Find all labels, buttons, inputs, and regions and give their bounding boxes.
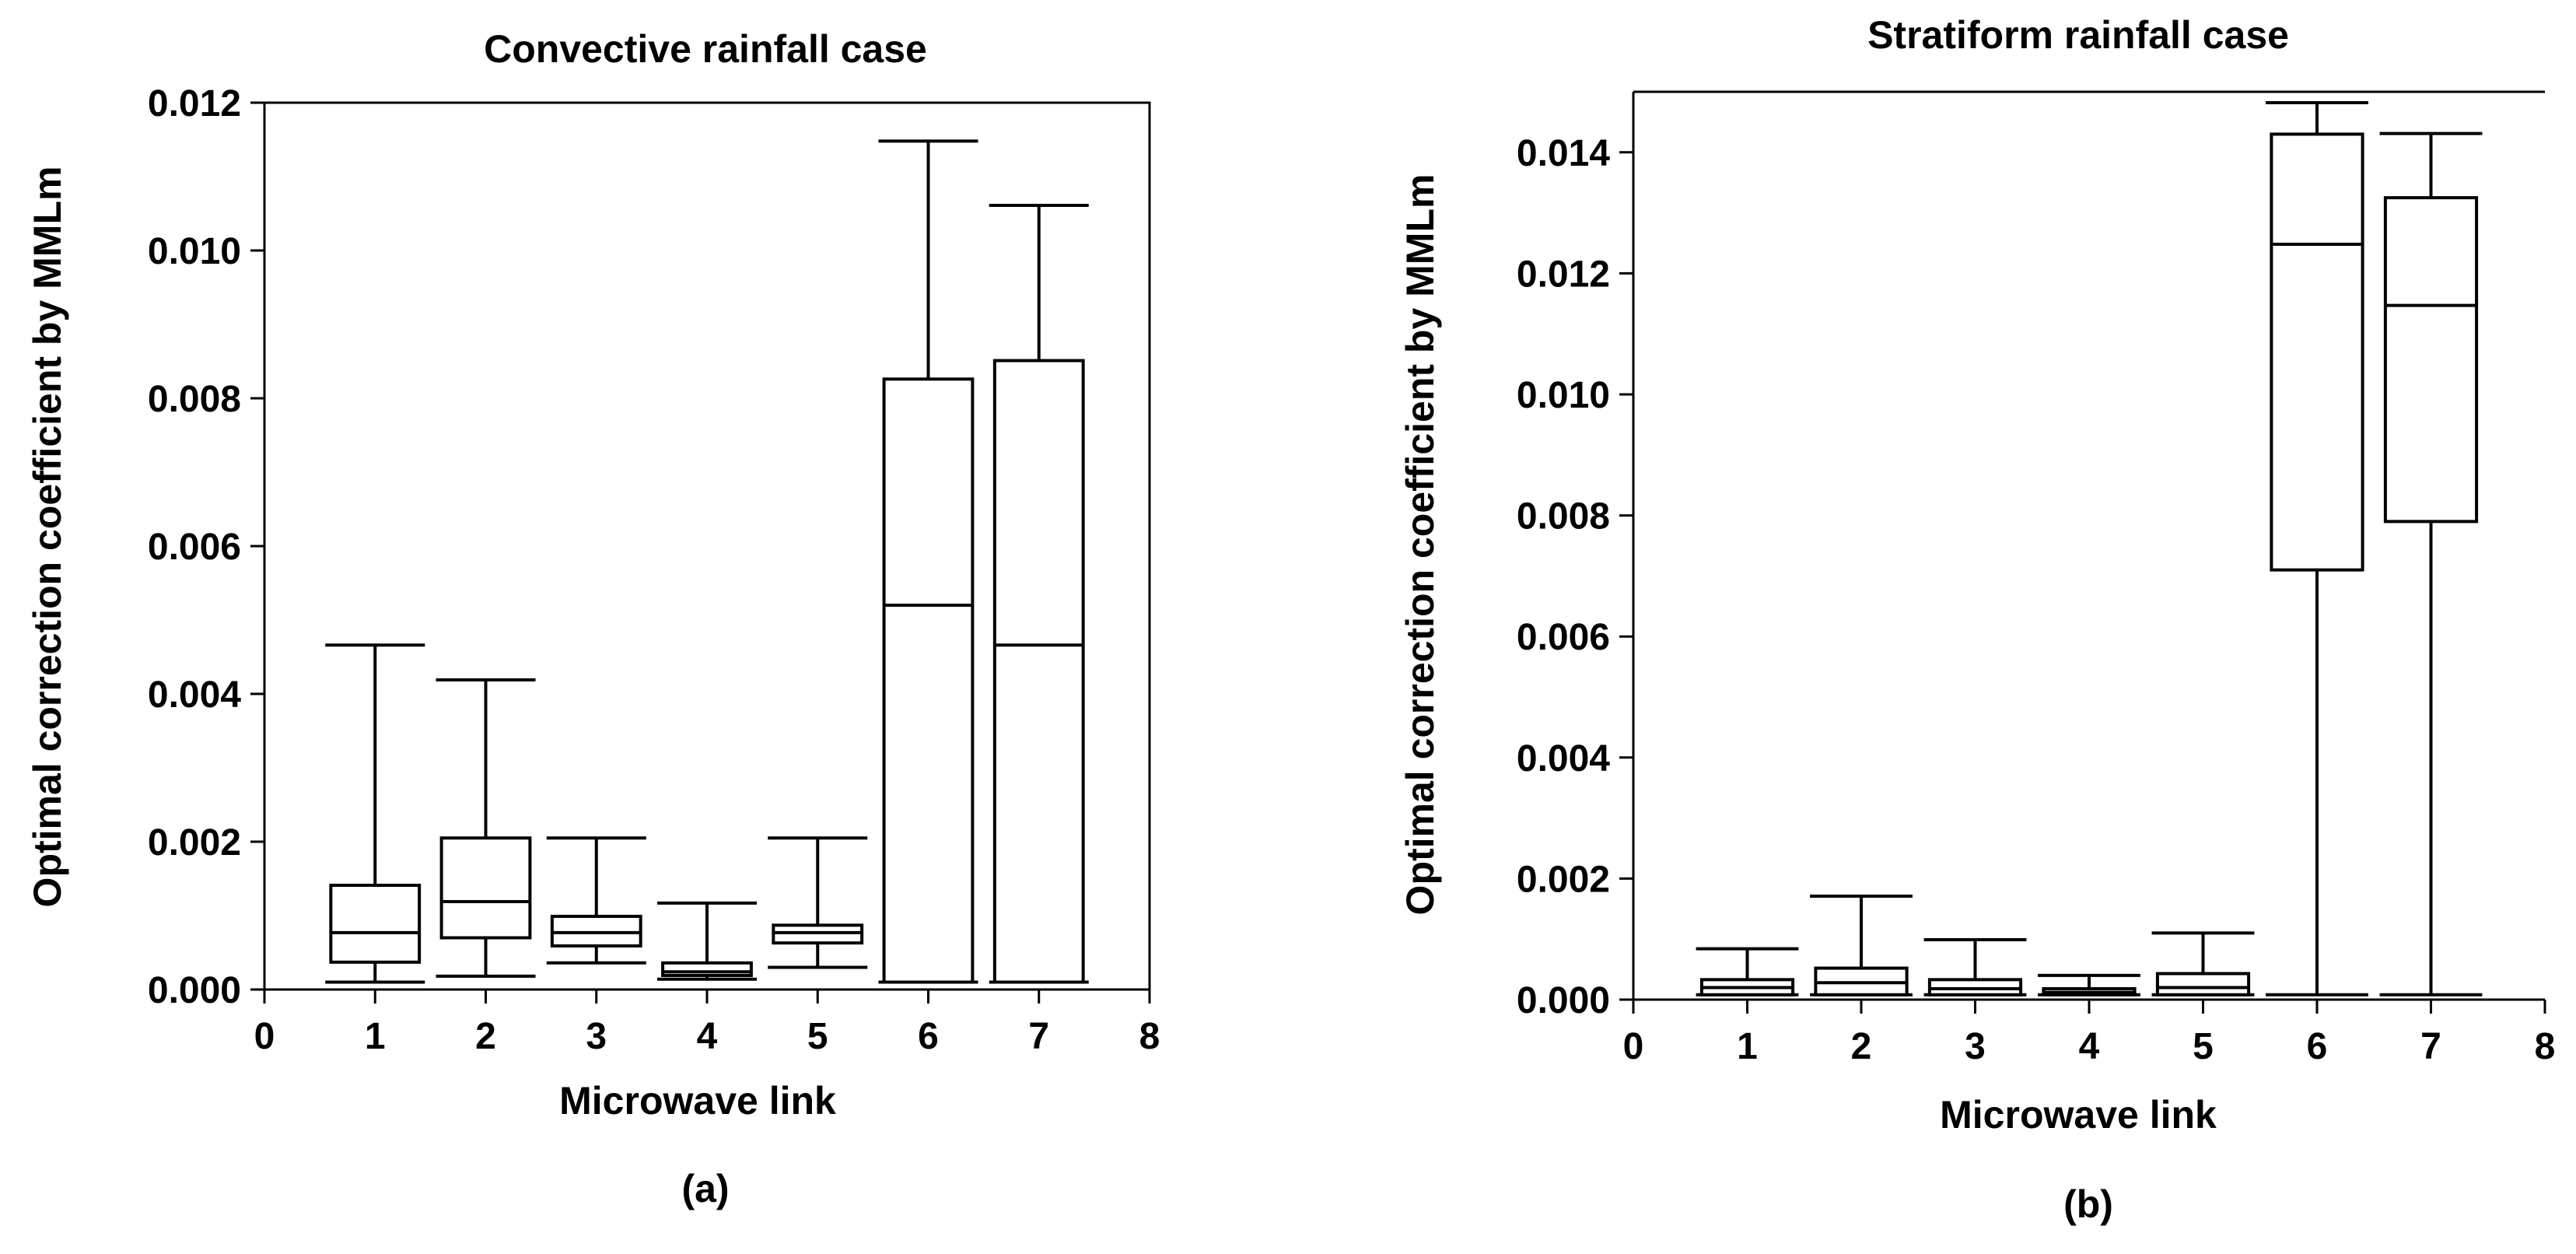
- y-tick-label: 0.008: [1517, 496, 1610, 538]
- x-tick-label: 1: [1737, 1026, 1758, 1067]
- y-tick-label: 0.000: [148, 970, 241, 1011]
- x-tick-label: 5: [2193, 1026, 2214, 1067]
- x-tick-label: 2: [1851, 1026, 1872, 1067]
- x-axis-label: Microwave link: [1940, 1093, 2217, 1137]
- box-iqr: [992, 359, 1085, 984]
- x-tick-label: 2: [475, 1016, 496, 1057]
- y-axis-label: Optimal correction coefficient by MMLm: [26, 166, 69, 908]
- box-iqr: [439, 836, 532, 940]
- y-tick-label: 0.008: [148, 379, 241, 420]
- box-link-5: [768, 836, 868, 969]
- chart-title: Stratiform rainfall case: [1867, 13, 2289, 57]
- box-link-7: [2379, 131, 2483, 997]
- x-tick-label: 0: [254, 1016, 275, 1057]
- box-iqr: [2155, 972, 2251, 997]
- y-tick-label: 0.006: [148, 527, 241, 568]
- panel-a: Convective rainfall case Optimal correct…: [26, 27, 1160, 1210]
- box-iqr: [661, 961, 753, 977]
- box-link-1: [1696, 947, 1799, 997]
- box-link-6: [878, 139, 978, 984]
- x-tick-label: 6: [918, 1016, 939, 1057]
- y-tick-label: 0.010: [1517, 375, 1610, 416]
- box-link-1: [325, 643, 425, 984]
- x-axis-label: Microwave link: [559, 1079, 836, 1123]
- y-tick-label: 0.012: [1517, 254, 1610, 295]
- box-link-4: [656, 901, 758, 981]
- box-link-2: [1810, 894, 1913, 997]
- box-link-5: [2151, 931, 2255, 997]
- box-iqr: [329, 884, 422, 964]
- x-tick-label: 4: [2079, 1026, 2100, 1067]
- y-tick-label: 0.002: [1517, 859, 1610, 900]
- x-tick-label: 7: [2420, 1026, 2441, 1067]
- x-tick-label: 6: [2307, 1026, 2328, 1067]
- x-tick-label: 8: [2535, 1026, 2556, 1067]
- y-axis-label: Optimal correction coefficient by MMLm: [1398, 174, 1442, 916]
- box-link-2: [436, 678, 536, 978]
- box-iqr: [882, 377, 975, 984]
- chart-title: Convective rainfall case: [484, 27, 927, 71]
- x-tick-label: 1: [365, 1016, 386, 1057]
- box-link-3: [1923, 937, 2027, 997]
- x-tick-label: 3: [586, 1016, 607, 1057]
- y-tick-label: 0.014: [1517, 133, 1610, 174]
- panel-b: Stratiform rainfall case Optimal correct…: [1398, 13, 2555, 1226]
- x-tick-label: 0: [1623, 1026, 1644, 1067]
- box-link-4: [2038, 973, 2140, 997]
- panel-label: (a): [681, 1167, 729, 1210]
- y-tick-label: 0.002: [148, 822, 241, 863]
- x-tick-label: 8: [1139, 1016, 1160, 1057]
- x-tick-label: 7: [1028, 1016, 1049, 1057]
- box-iqr: [2270, 132, 2364, 572]
- x-tick-label: 3: [1965, 1026, 1986, 1067]
- y-tick-label: 0.012: [148, 83, 241, 124]
- y-tick-label: 0.010: [148, 231, 241, 272]
- box-link-3: [546, 836, 646, 965]
- box-iqr: [2383, 196, 2479, 524]
- y-tick-label: 0.004: [148, 674, 241, 716]
- x-tick-label: 5: [807, 1016, 828, 1057]
- y-tick-label: 0.000: [1517, 980, 1610, 1021]
- y-tick-label: 0.004: [1517, 738, 1610, 779]
- panel-label: (b): [2063, 1182, 2113, 1226]
- x-tick-label: 4: [697, 1016, 718, 1057]
- box-link-6: [2266, 101, 2368, 997]
- box-link-7: [989, 204, 1089, 984]
- y-tick-label: 0.006: [1517, 617, 1610, 658]
